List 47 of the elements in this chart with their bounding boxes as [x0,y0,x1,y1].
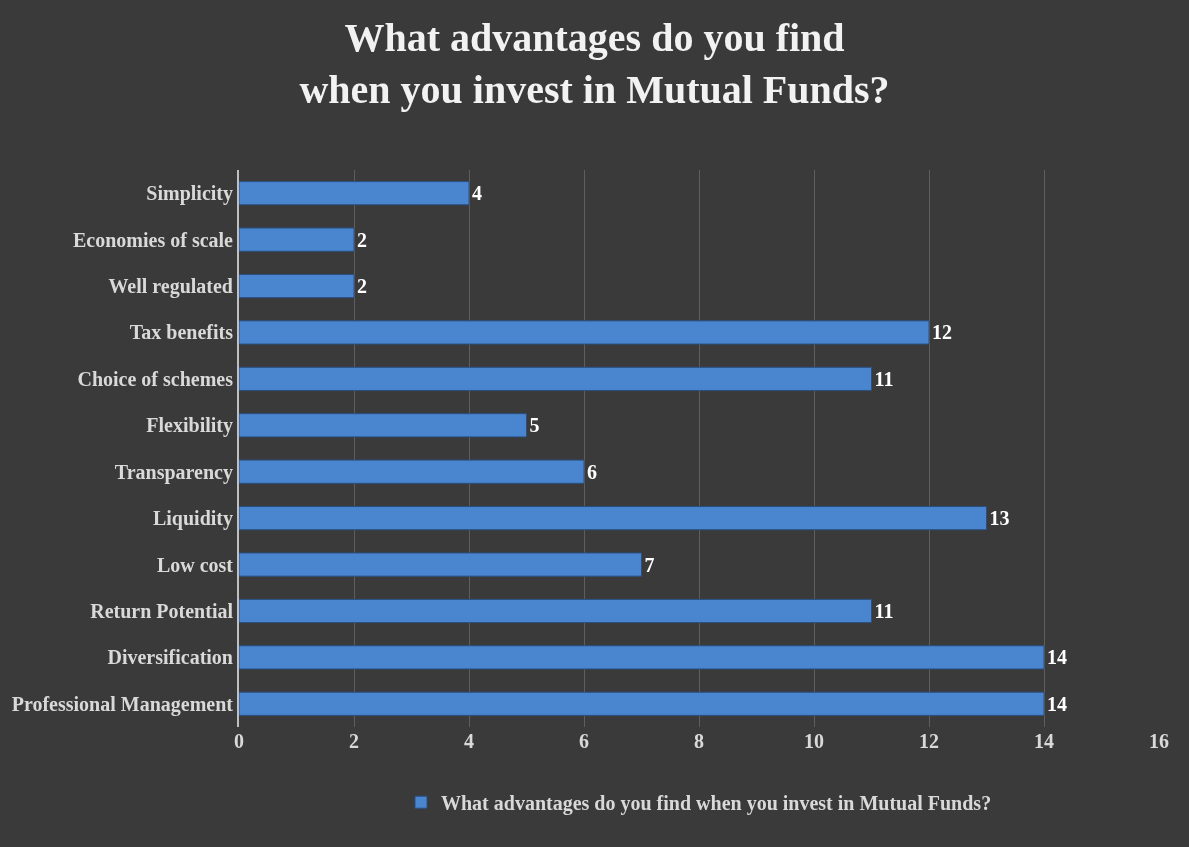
bar [239,227,355,252]
bar [239,320,930,345]
data-label: 13 [989,507,1010,530]
chart-title: What advantages do you find when you invest in Mutual Funds? [299,14,890,112]
data-label: 2 [357,275,367,298]
x-tick-label: 8 [694,730,704,752]
y-tick-label: Simplicity [146,182,233,206]
y-tick-label: Well regulated [108,275,233,299]
y-tick-label: Flexibility [146,414,233,438]
bar [239,181,470,206]
data-label: 5 [529,414,540,437]
x-tick-label: 12 [919,730,939,752]
y-tick-label: Low cost [156,553,234,576]
x-tick-label: 16 [1149,730,1169,752]
bar [239,645,1045,670]
y-tick-label: Choice of schemes [77,367,234,390]
y-tick-label: Transparency [114,460,233,484]
y-tick-label: Tax benefits [129,321,234,344]
bar [239,366,872,391]
x-tick-label: 2 [349,730,359,752]
data-label: 14 [1047,692,1067,715]
data-label: 12 [932,321,952,344]
x-tick-label: 4 [464,730,474,752]
data-label: 6 [587,460,597,483]
y-tick-label: Diversification [107,646,233,669]
x-tick-label: 10 [804,730,824,752]
bar [239,598,872,624]
x-tick-label: 6 [579,730,589,752]
data-label: 2 [357,228,367,251]
bar [239,552,642,577]
data-label: 11 [874,367,894,390]
bar [239,691,1045,716]
bar [239,413,527,438]
data-label: 14 [1047,646,1067,669]
data-label: 11 [874,599,894,622]
legend-label: What advantages do you find when you invest in Mutual Funds? [441,792,992,815]
data-label: 7 [644,553,655,576]
y-tick-label: Liquidity [152,507,233,531]
bar [239,273,355,299]
x-tick-label: 14 [1034,730,1054,752]
y-tick-label: Return Potential [90,599,234,622]
bar [239,459,585,484]
data-label: 4 [472,182,482,205]
y-tick-label: Economies of scale [73,228,234,251]
y-tick-label: Professional Management [11,692,234,716]
x-tick-label: 0 [234,730,244,752]
bar [239,506,987,531]
